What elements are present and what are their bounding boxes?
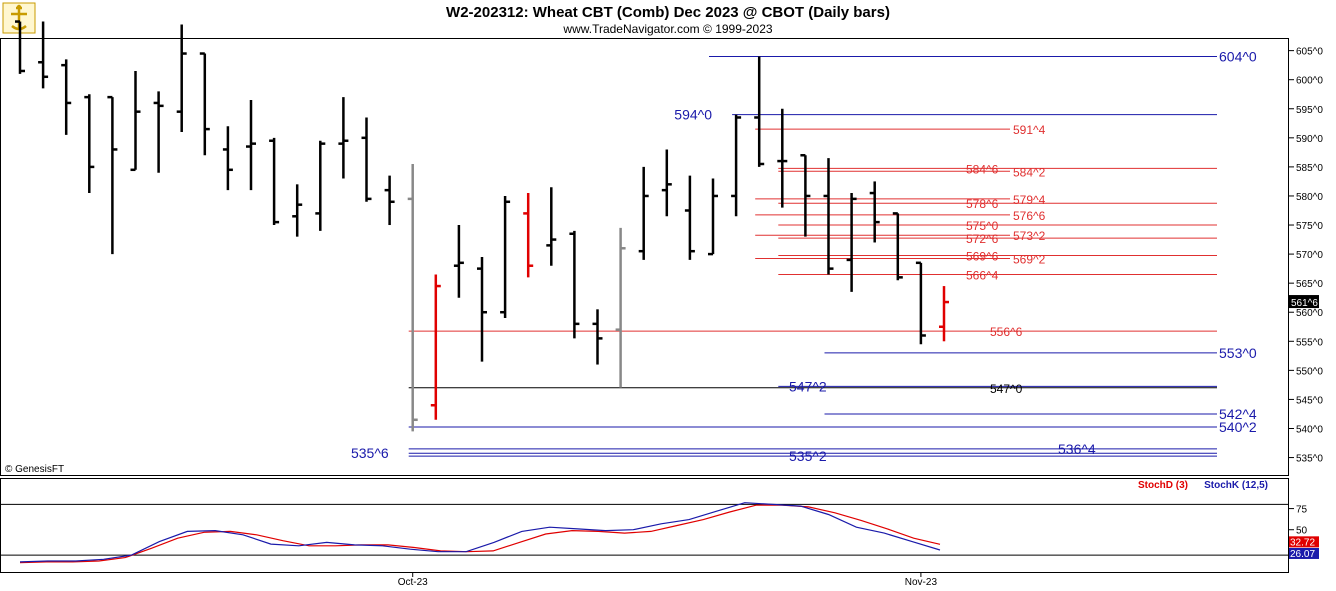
level-label: 547^2 xyxy=(789,378,827,394)
level-label: 547^0 xyxy=(990,382,1023,396)
level-label: 591^4 xyxy=(1013,123,1046,137)
ohlc-bar xyxy=(546,187,557,266)
y-tick-label: 570^0 xyxy=(1296,250,1323,261)
y-tick-label: 565^0 xyxy=(1296,279,1323,290)
level-label: 572^6 xyxy=(966,232,999,246)
level-label: 536^4 xyxy=(1058,441,1096,457)
ohlc-bar xyxy=(846,193,857,292)
y-tick-label: 550^0 xyxy=(1296,366,1323,377)
ohlc-bar xyxy=(176,24,187,133)
last-price-label: 561^6 xyxy=(1291,298,1318,309)
level-label: 566^4 xyxy=(966,268,999,282)
stoch-tick-label: 75 xyxy=(1296,505,1308,516)
ohlc-bar xyxy=(523,193,534,278)
y-tick-label: 585^0 xyxy=(1296,163,1323,174)
level-label: 576^6 xyxy=(1013,209,1046,223)
ohlc-bar xyxy=(638,166,649,260)
ohlc-bar xyxy=(777,108,788,208)
ohlc-bar xyxy=(823,158,834,275)
y-tick-label: 540^0 xyxy=(1296,424,1323,435)
legend-stochk: StochK (12,5) xyxy=(1204,480,1268,491)
y-tick-label: 560^0 xyxy=(1296,308,1323,319)
ohlc-bar xyxy=(269,137,280,226)
ohlc-bar xyxy=(731,114,742,217)
ohlc-bar xyxy=(915,261,926,345)
x-tick-label: Nov-23 xyxy=(905,577,938,588)
ohlc-bar xyxy=(661,149,672,217)
ohlc-bar xyxy=(84,94,95,194)
stoch-last-label: 32.72 xyxy=(1290,537,1315,548)
y-tick-label: 580^0 xyxy=(1296,192,1323,203)
ohlc-bar xyxy=(361,117,372,202)
level-label: 573^2 xyxy=(1013,229,1046,243)
stoch-last-label: 26.07 xyxy=(1290,549,1315,560)
level-label: 535^2 xyxy=(789,448,827,464)
level-label: 540^2 xyxy=(1219,419,1257,435)
stoch-last-box xyxy=(1289,547,1319,559)
ohlc-bar xyxy=(61,59,72,135)
stoch-panel-frame xyxy=(0,478,1289,573)
level-label: 556^6 xyxy=(990,325,1023,339)
ohlc-bar xyxy=(15,20,25,74)
y-tick-label: 575^0 xyxy=(1296,221,1323,232)
y-tick-label: 555^0 xyxy=(1296,337,1323,348)
level-label: 569^2 xyxy=(1013,252,1046,266)
legend-stochd: StochD (3) xyxy=(1138,480,1188,491)
last-price-box xyxy=(1289,295,1319,309)
stoch-last-box xyxy=(1289,536,1319,548)
ohlc-bar xyxy=(107,95,118,255)
level-label: 594^0 xyxy=(674,107,712,123)
level-label: 604^0 xyxy=(1219,48,1257,64)
watermark: © GenesisFT xyxy=(5,464,64,475)
ohlc-bar xyxy=(407,163,418,432)
y-tick-label: 600^0 xyxy=(1296,76,1323,87)
ohlc-bar xyxy=(292,184,303,237)
ohlc-bar xyxy=(384,175,395,226)
ohlc-bar xyxy=(754,56,765,167)
ohlc-bar xyxy=(315,140,326,231)
ohlc-bar xyxy=(569,230,580,339)
level-label: 579^4 xyxy=(1013,193,1046,207)
ohlc-bar xyxy=(708,178,718,256)
y-tick-label: 605^0 xyxy=(1296,47,1323,58)
chart-subtitle: www.TradeNavigator.com © 1999-2023 xyxy=(562,22,772,36)
ohlc-bar xyxy=(199,52,210,156)
y-tick-label: 535^0 xyxy=(1296,454,1323,465)
level-label: 584^2 xyxy=(1013,165,1046,179)
chart-title: W2-202312: Wheat CBT (Comb) Dec 2023 @ C… xyxy=(446,4,890,21)
y-tick-label: 545^0 xyxy=(1296,395,1323,406)
ohlc-bar xyxy=(800,154,811,237)
stoch-series-line xyxy=(19,502,941,563)
ohlc-bar xyxy=(500,195,511,319)
ohlc-bar xyxy=(939,286,949,342)
ohlc-bar xyxy=(453,225,464,298)
ohlc-bar xyxy=(869,181,880,243)
ohlc-bar xyxy=(892,212,903,281)
level-label: 584^6 xyxy=(966,162,999,176)
level-label: 578^6 xyxy=(966,197,999,211)
ohlc-bar xyxy=(430,274,441,420)
y-tick-label: 590^0 xyxy=(1296,134,1323,145)
ohlc-bar xyxy=(153,91,164,173)
level-label: 553^0 xyxy=(1219,345,1257,361)
ohlc-bar xyxy=(592,309,603,365)
y-tick-label: 595^0 xyxy=(1296,105,1323,116)
ohlc-bar xyxy=(684,175,695,260)
level-label: 569^6 xyxy=(966,250,999,264)
stoch-tick-label: 50 xyxy=(1296,526,1308,537)
x-tick-label: Oct-23 xyxy=(398,577,428,588)
ohlc-bar xyxy=(477,257,487,362)
ohlc-bar xyxy=(338,97,349,179)
ohlc-bar xyxy=(246,100,256,191)
ohlc-bar xyxy=(222,126,233,191)
level-label: 535^6 xyxy=(351,445,389,461)
ohlc-bar xyxy=(38,21,49,89)
level-label: 575^0 xyxy=(966,219,999,233)
ohlc-bar xyxy=(615,227,626,388)
ohlc-bar xyxy=(130,70,141,172)
level-label: 542^4 xyxy=(1219,406,1257,422)
